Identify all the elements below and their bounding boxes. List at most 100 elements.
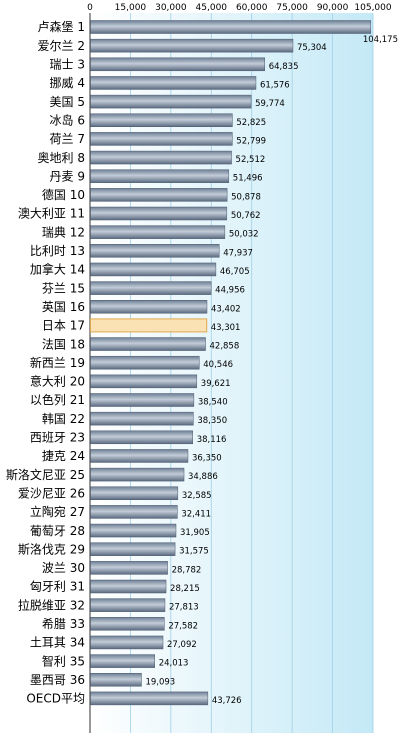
bar xyxy=(90,113,233,127)
value-label: 44,956 xyxy=(215,286,245,296)
value-label: 31,575 xyxy=(179,547,209,557)
category-label: 以色列 21 xyxy=(30,393,85,407)
bar-highlight xyxy=(90,318,208,333)
category-label: 芬兰 15 xyxy=(42,281,85,295)
category-label: 土耳其 34 xyxy=(30,636,85,650)
value-label: 47,937 xyxy=(223,248,253,258)
bar xyxy=(90,300,208,314)
value-label: 27,813 xyxy=(169,603,199,613)
category-label: 立陶宛 27 xyxy=(30,504,85,519)
value-label: 24,013 xyxy=(159,659,189,669)
category-label: 瑞典 12 xyxy=(42,225,85,239)
value-label: 38,350 xyxy=(197,416,227,426)
value-labels: 104,175 75,304 64,835 61,576 59,774 52,825 52,… xyxy=(145,35,398,706)
category-label: 法国 18 xyxy=(42,337,85,351)
category-label: 瑞士 3 xyxy=(50,58,85,72)
bar xyxy=(90,486,179,500)
bar xyxy=(90,57,265,72)
x-tick-label: 105,000 xyxy=(354,3,391,13)
value-label: 43,301 xyxy=(211,323,241,333)
category-label: 比利时 13 xyxy=(30,244,85,258)
bar xyxy=(90,505,178,519)
category-label: 匈牙利 31 xyxy=(30,580,85,594)
bar xyxy=(90,169,230,183)
bar xyxy=(90,225,226,239)
value-label: 52,799 xyxy=(236,136,266,146)
category-label: 加拿大 14 xyxy=(30,262,85,277)
value-label: 61,576 xyxy=(260,80,290,90)
bar xyxy=(90,523,177,538)
x-tick-label: 30,000 xyxy=(155,3,187,13)
value-label: 52,825 xyxy=(236,118,266,128)
category-label: 英国 16 xyxy=(42,300,85,314)
bar xyxy=(90,635,164,650)
value-label: 38,540 xyxy=(198,398,228,408)
value-label: 50,762 xyxy=(231,211,261,221)
bar xyxy=(90,579,167,594)
category-label: 丹麦 9 xyxy=(50,169,85,183)
value-label: 28,782 xyxy=(172,565,202,575)
value-label: 64,835 xyxy=(269,62,299,72)
bar xyxy=(90,76,257,90)
bar xyxy=(90,449,189,463)
value-label: 52,512 xyxy=(236,155,266,165)
x-tick-label: 15,000 xyxy=(115,3,147,13)
bar xyxy=(90,430,193,445)
category-label: 奥地利 8 xyxy=(38,151,85,165)
value-label: 42,858 xyxy=(210,342,240,352)
value-label: 32,411 xyxy=(181,509,211,519)
value-label: 40,546 xyxy=(203,360,233,370)
value-label: 51,496 xyxy=(233,174,263,184)
category-label: 韩国 22 xyxy=(42,411,85,426)
bar xyxy=(90,393,195,407)
bar xyxy=(90,355,200,370)
value-label: 39,621 xyxy=(201,379,231,389)
bar xyxy=(90,281,212,295)
bar xyxy=(90,598,166,612)
category-label: 捷克 24 xyxy=(42,449,85,463)
x-tick-label: 75,000 xyxy=(276,3,308,13)
value-label: 34,886 xyxy=(188,472,218,482)
bar xyxy=(90,188,228,202)
x-tick-label: 0 xyxy=(87,3,93,13)
value-label: 75,304 xyxy=(297,43,327,53)
bar xyxy=(90,94,252,109)
category-label: 墨西哥 36 xyxy=(30,673,85,687)
x-tick-label: 90,000 xyxy=(317,3,349,13)
category-label: 挪威 4 xyxy=(50,76,85,90)
category-label: 希腊 33 xyxy=(42,616,85,631)
value-label: 27,582 xyxy=(168,621,198,631)
bar xyxy=(90,374,198,389)
value-label: 28,215 xyxy=(170,584,200,594)
value-label: 36,350 xyxy=(192,453,222,463)
bar xyxy=(90,561,168,575)
category-label: 斯洛伐克 29 xyxy=(18,541,85,556)
category-label: 美国 5 xyxy=(50,95,85,109)
value-label: 46,705 xyxy=(220,267,250,277)
category-label: 智利 35 xyxy=(42,653,85,668)
value-label: 104,175 xyxy=(363,35,398,45)
category-label: 波兰 30 xyxy=(42,561,85,575)
bar xyxy=(90,467,185,482)
value-label: 32,585 xyxy=(182,491,212,501)
category-label: 爱尔兰 2 xyxy=(38,38,85,53)
category-label: 葡萄牙 28 xyxy=(30,524,85,538)
category-label: 卢森堡 1 xyxy=(38,19,85,34)
category-label: 日本 17 xyxy=(42,319,85,333)
value-label: 27,092 xyxy=(167,640,197,650)
bar xyxy=(90,542,176,556)
bar xyxy=(90,617,165,631)
bar xyxy=(90,654,155,668)
category-label: 荷兰 7 xyxy=(50,132,85,146)
x-tick-label: 60,000 xyxy=(236,3,268,13)
category-label: 意大利 20 xyxy=(30,374,85,389)
x-tick-label: 45,000 xyxy=(196,3,228,13)
x-axis-ticks: 0 15,000 30,000 45,000 60,000 75,000 90,000 105… xyxy=(87,3,392,13)
value-label: 50,032 xyxy=(229,230,259,240)
bar xyxy=(90,206,228,221)
value-label: 59,774 xyxy=(255,99,285,109)
bar xyxy=(90,262,217,277)
bar xyxy=(90,244,220,258)
